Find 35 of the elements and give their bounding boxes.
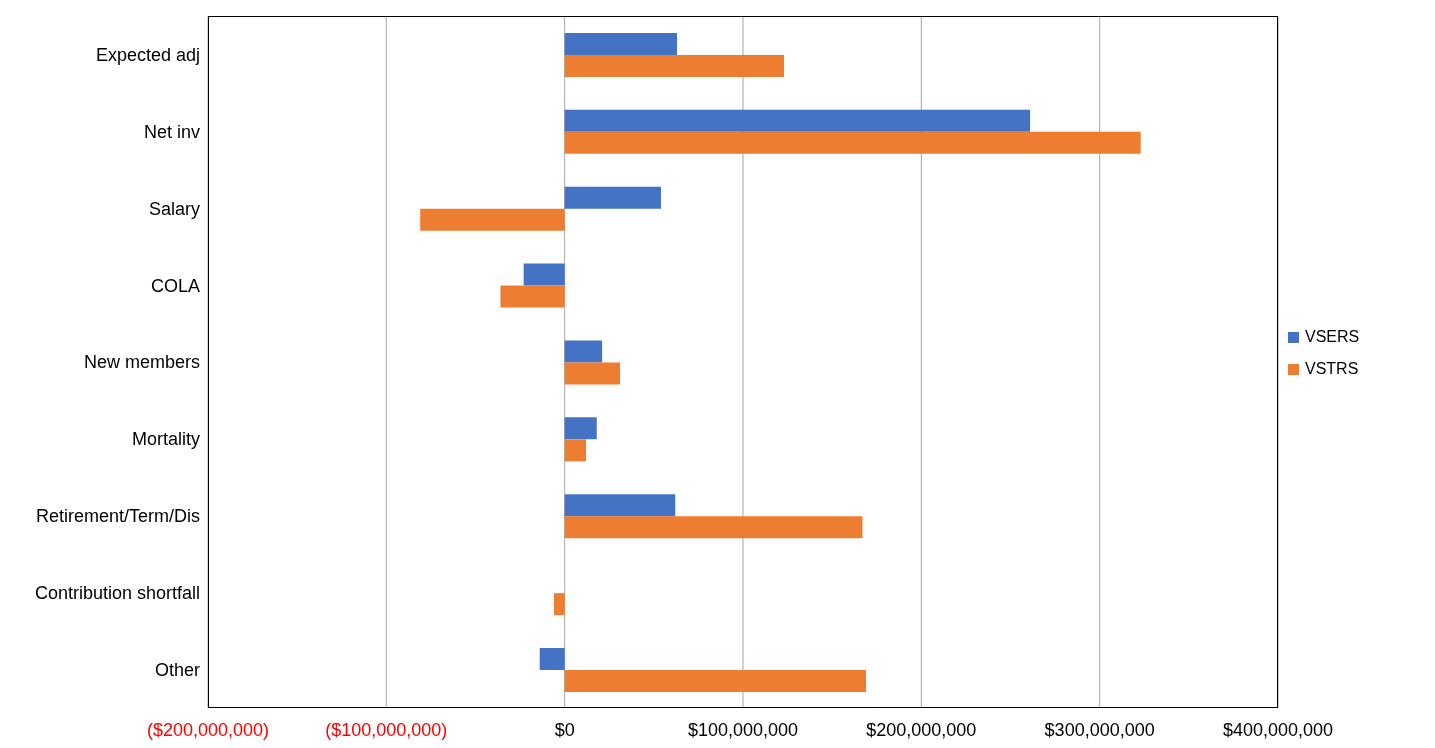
bar (564, 109, 1031, 132)
y-tick-label: Net inv (143, 121, 200, 142)
bar (564, 32, 678, 55)
bar (539, 648, 565, 671)
y-tick-label: COLA (150, 275, 200, 296)
legend-label: VSTRS (1305, 360, 1359, 378)
x-tick-label: $200,000,000 (866, 720, 977, 740)
bar (564, 417, 597, 440)
y-tick-label: Expected adj (95, 44, 200, 65)
x-tick-label: $100,000,000 (687, 720, 799, 740)
bar (564, 494, 676, 517)
bar (564, 670, 867, 693)
y-tick-label: Retirement/Term/Dis (35, 506, 200, 527)
bar (564, 54, 785, 77)
bar (420, 208, 565, 231)
x-tick-label: $400,000,000 (1222, 720, 1334, 740)
x-tick-label: $0 (554, 720, 575, 740)
x-tick-label: ($200,000,000) (146, 720, 270, 740)
legend-label: VSERS (1305, 328, 1360, 346)
bar (564, 362, 620, 385)
bar (500, 285, 565, 308)
bar (523, 263, 565, 286)
y-tick-label: Salary (148, 198, 200, 219)
bar (564, 186, 661, 209)
bar (553, 593, 565, 616)
y-tick-label: Other (154, 659, 200, 680)
bar (564, 439, 587, 462)
bar (564, 340, 603, 363)
x-tick-label: $300,000,000 (1044, 720, 1155, 740)
bar (564, 516, 863, 539)
bar (564, 131, 1141, 154)
y-tick-label: Mortality (131, 429, 200, 450)
y-tick-label: Contribution shortfall (34, 583, 200, 604)
x-tick-label: ($100,000,000) (325, 720, 448, 740)
y-tick-label: New members (83, 352, 200, 373)
